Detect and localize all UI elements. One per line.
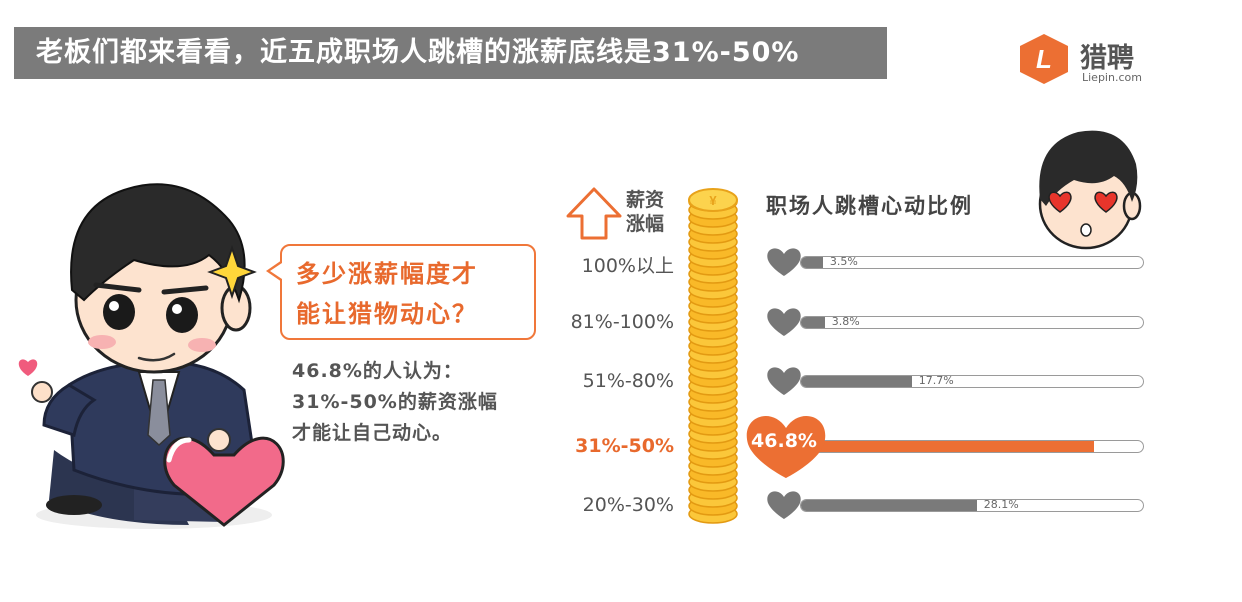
category-label: 81%-100% — [570, 311, 674, 333]
logo-letter: L — [1036, 44, 1052, 74]
bar-fill — [801, 500, 977, 511]
up-arrow-icon — [566, 187, 622, 240]
bar-track — [800, 375, 1144, 388]
bar-fill — [801, 441, 1094, 452]
bar-fill — [801, 257, 823, 268]
category-label: 31%-50% — [575, 435, 674, 457]
bar-fill — [801, 376, 912, 387]
chart-title: 职场人跳槽心动比例 — [766, 194, 973, 218]
businessman-illustration — [18, 183, 285, 529]
logo-subtitle: Liepin.com — [1082, 71, 1142, 84]
category-label: 100%以上 — [581, 255, 674, 277]
heart-eyes-character — [1038, 130, 1142, 250]
question-text: 多少涨薪幅度才 能让猎物动心？ — [296, 260, 478, 328]
bar-track — [800, 316, 1144, 329]
coin-stack-illustration: ¥ — [688, 188, 738, 524]
description-text: 46.8%的人认为： 31%-50%的薪资涨幅 才能让自己动心。 — [292, 360, 498, 444]
value-label: 17.7% — [918, 374, 954, 387]
bar-track — [800, 256, 1144, 269]
bar-track — [800, 499, 1144, 512]
heart-icon — [746, 416, 826, 478]
yen-symbol: ¥ — [709, 193, 717, 208]
liepin-logo[interactable]: L 猎聘 Liepin.com — [1018, 30, 1158, 90]
highlight-value-label: 46.8% — [751, 430, 817, 452]
bar-track — [800, 440, 1144, 453]
axis-label: 薪资 涨幅 — [626, 189, 665, 235]
title-bar: 老板们都来看看，近五成职场人跳槽的涨薪底线是31%-50% — [14, 27, 887, 79]
bar-fill — [801, 317, 825, 328]
heart-icon — [767, 367, 801, 395]
value-label: 3.5% — [829, 255, 858, 268]
heart-icon — [767, 491, 801, 519]
logo-icon: L — [1020, 34, 1068, 84]
page-title: 老板们都来看看，近五成职场人跳槽的涨薪底线是31%-50% — [36, 37, 800, 68]
logo-brand: 猎聘 — [1080, 43, 1134, 74]
value-label: 3.8% — [831, 315, 860, 328]
category-label: 20%-30% — [582, 494, 674, 516]
value-label: 28.1% — [983, 498, 1019, 511]
heart-icon — [767, 248, 801, 276]
category-label: 51%-80% — [582, 370, 674, 392]
heart-icon — [767, 308, 801, 336]
question-bubble: 多少涨薪幅度才 能让猎物动心？ — [280, 244, 536, 340]
